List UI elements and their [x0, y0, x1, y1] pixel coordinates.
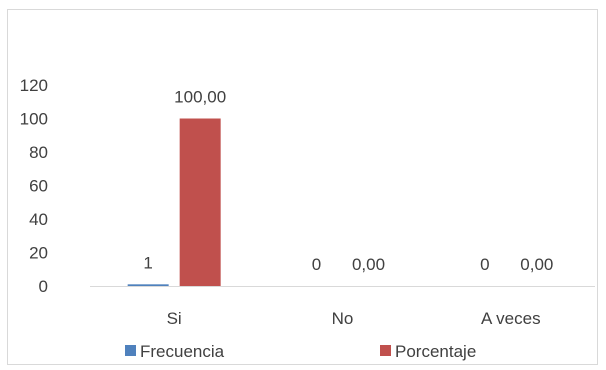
x-tick-label: Si — [167, 309, 182, 328]
legend-swatch-porcentaje — [380, 345, 391, 356]
y-tick-label: 60 — [29, 177, 48, 196]
y-tick-label: 20 — [29, 244, 48, 263]
legend-label: Porcentaje — [395, 342, 476, 361]
data-label: 1 — [143, 253, 152, 272]
x-tick-label: No — [332, 309, 354, 328]
y-tick-label: 0 — [39, 277, 48, 296]
y-tick-label: 80 — [29, 143, 48, 162]
data-label: 0 — [312, 255, 321, 274]
legend-swatch-frecuencia — [125, 345, 136, 356]
y-tick-label: 100 — [20, 110, 48, 129]
y-tick-label: 40 — [29, 210, 48, 229]
data-label: 0,00 — [352, 255, 385, 274]
bar-series — [127, 118, 221, 286]
y-tick-label: 120 — [20, 76, 48, 95]
x-tick-label: A veces — [481, 309, 541, 328]
bar-porcentaje-si — [179, 118, 221, 286]
x-axis-ticks: Si No A veces — [167, 309, 541, 328]
y-axis-ticks: 0 20 40 60 80 100 120 — [20, 76, 48, 296]
legend: Frecuencia Porcentaje — [125, 342, 476, 361]
data-labels: 1 100,00 0 0,00 0 0,00 — [143, 88, 553, 275]
data-label: 0 — [480, 255, 489, 274]
chart-border — [7, 9, 598, 365]
data-label: 0,00 — [520, 255, 553, 274]
bar-frecuencia-si — [127, 284, 169, 286]
legend-label: Frecuencia — [140, 342, 225, 361]
data-label: 100,00 — [174, 88, 226, 107]
